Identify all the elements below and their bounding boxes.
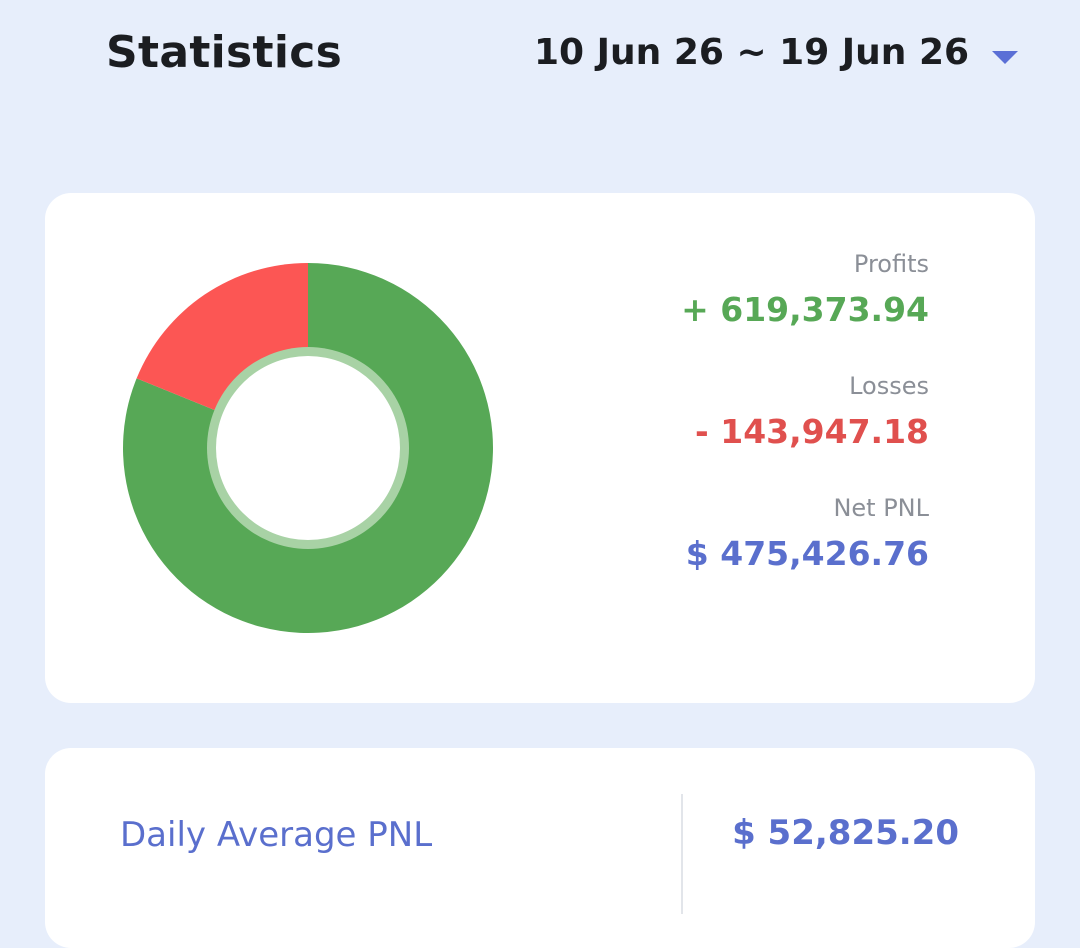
caret-down-icon[interactable] — [992, 51, 1018, 64]
losses-value: - 143,947.18 — [695, 412, 929, 451]
net-pnl-label: Net PNL — [833, 494, 929, 522]
page-title: Statistics — [106, 27, 343, 78]
daily-average-value: $ 52,825.20 — [732, 813, 959, 853]
donut-hole — [216, 356, 400, 540]
daily-average-label: Daily Average PNL — [120, 815, 433, 855]
card-divider — [681, 794, 683, 914]
net-pnl-stat: Net PNL $ 475,426.76 — [686, 493, 929, 575]
losses-label: Losses — [849, 372, 929, 400]
profits-stat: Profits + 619,373.94 — [681, 249, 929, 331]
date-range-selector[interactable]: 10 Jun 26 ~ 19 Jun 26 — [534, 32, 970, 73]
net-pnl-value: $ 475,426.76 — [685, 534, 929, 573]
daily-average-card: Daily Average PNL $ 52,825.20 — [45, 748, 1035, 948]
profits-label: Profits — [853, 250, 929, 278]
pnl-donut-chart — [123, 263, 493, 633]
losses-stat: Losses - 143,947.18 — [695, 371, 929, 453]
profits-value: + 619,373.94 — [681, 290, 929, 329]
pnl-summary-card: Profits + 619,373.94 Losses - 143,947.18… — [45, 193, 1035, 703]
